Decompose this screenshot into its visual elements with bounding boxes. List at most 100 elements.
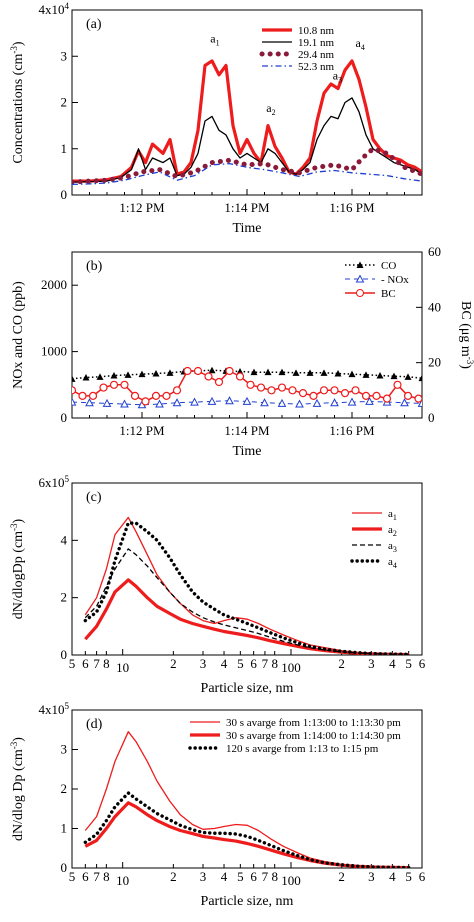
series-line [72, 59, 422, 183]
series-line [83, 521, 411, 655]
data-point [183, 366, 192, 376]
y-axis-label: Concentrations (cm-3) [9, 41, 26, 164]
legend-label: a1 [388, 508, 397, 522]
legend-label: 30 s avarge from 1:14:00 to 1:14:30 pm [226, 730, 401, 742]
peak-label: a1 [210, 31, 219, 47]
data-point [242, 396, 252, 405]
data-point [288, 386, 297, 395]
data-point [267, 386, 276, 395]
y-tick-label: 0 [61, 860, 68, 875]
x-axis-label: Time [232, 221, 261, 236]
x-tick-label: 4 [389, 869, 396, 884]
data-point [312, 398, 322, 407]
x-tick-label: 7 [93, 656, 100, 671]
x-tick-label: 5 [69, 869, 76, 884]
legend-label: 10.8 nm [298, 25, 335, 37]
x-tick-label: 4 [221, 869, 228, 884]
x-tick-label: 7 [262, 656, 269, 671]
x-tick-label: 4 [221, 656, 228, 671]
data-point [152, 370, 160, 377]
series-line [72, 369, 422, 380]
panel-label: (a) [86, 17, 102, 32]
data-point [348, 370, 356, 378]
data-point [334, 370, 342, 377]
x-axis-label: Particle size, nm [201, 894, 294, 909]
data-point [208, 366, 216, 374]
x-tick-label: 3 [200, 869, 207, 884]
data-point [403, 391, 413, 400]
data-point [120, 380, 129, 389]
data-point [382, 394, 392, 403]
plot-frame [71, 482, 423, 656]
y-tick-label: 2 [61, 590, 68, 605]
legend-label: a2 [388, 524, 397, 538]
plot-frame [71, 251, 423, 419]
legend-label: a3 [388, 540, 397, 554]
series-group [83, 516, 411, 655]
data-point [390, 372, 398, 380]
data-point [292, 369, 300, 376]
series-group [83, 731, 411, 868]
y-tick-label: 3 [61, 48, 68, 63]
x-tick-label: 8 [103, 869, 110, 884]
series-group [72, 59, 422, 186]
data-point [109, 380, 119, 389]
x-tick-label: 6 [82, 869, 89, 884]
data-point [172, 386, 182, 395]
data-point [138, 370, 146, 378]
data-point [162, 391, 171, 400]
data-point [225, 396, 234, 405]
series-line [72, 162, 422, 186]
data-point [207, 396, 217, 405]
panel-label: (c) [86, 490, 102, 505]
legend-label: 19.1 nm [298, 37, 335, 49]
y-tick-label: 3 [61, 742, 68, 757]
x-tick-label: 1:14 PM [224, 200, 270, 215]
x-axis-label: Particle size, nm [201, 681, 294, 696]
data-point [404, 373, 412, 380]
panel-d: 5 6 7 8 10 2 3 4 5 6 7 8 100 2 3 4 5 601234x105(d)Particl… [9, 701, 426, 909]
legend-label: 29.4 nm [298, 49, 335, 61]
y-tick-label: 4 [61, 532, 68, 547]
y-multiplier-label: 4x105 [39, 701, 70, 717]
y-right-tick-label: 60 [428, 244, 441, 259]
x-tick-label: 6 [250, 869, 257, 884]
legend-label: a4 [388, 556, 397, 570]
data-point [418, 374, 422, 382]
x-tick-label: 10 [116, 873, 129, 888]
series-line [83, 791, 411, 868]
data-point [235, 372, 245, 381]
legend-label: 52.3 nm [298, 61, 335, 73]
x-tick-label: 1:12 PM [119, 200, 165, 215]
x-tick-label: 7 [93, 869, 100, 884]
x-tick-label: 2 [338, 869, 345, 884]
data-point [72, 397, 77, 406]
data-point [260, 398, 269, 407]
data-point [340, 389, 350, 398]
data-point [88, 391, 98, 400]
x-tick-label: 5 [69, 656, 76, 671]
data-point [414, 394, 422, 403]
x-tick-label: 3 [368, 869, 375, 884]
data-point [82, 373, 90, 381]
x-tick-label: 6 [82, 656, 89, 671]
legend-label: - NOx [381, 274, 409, 286]
data-point [365, 396, 374, 405]
x-tick-label: 1:16 PM [329, 200, 375, 215]
x-tick-label: 2 [170, 869, 177, 884]
y-right-axis-label: BC (μg m-3) [458, 301, 474, 369]
data-point [130, 391, 140, 400]
series-line [72, 97, 422, 183]
data-point [204, 372, 213, 381]
series-line [84, 548, 409, 655]
data-point [393, 380, 402, 389]
data-point [166, 369, 174, 376]
data-point [190, 397, 199, 406]
panel-c: 5 6 7 8 10 2 3 4 5 6 7 8 100 2 3 4 5 60246x105(c)Particle… [9, 474, 426, 696]
data-point [96, 373, 104, 380]
series-line [84, 801, 409, 868]
data-point [295, 399, 304, 408]
data-point [319, 386, 329, 395]
x-tick-label: 8 [271, 656, 278, 671]
y-right-tick-label: 40 [428, 299, 441, 314]
